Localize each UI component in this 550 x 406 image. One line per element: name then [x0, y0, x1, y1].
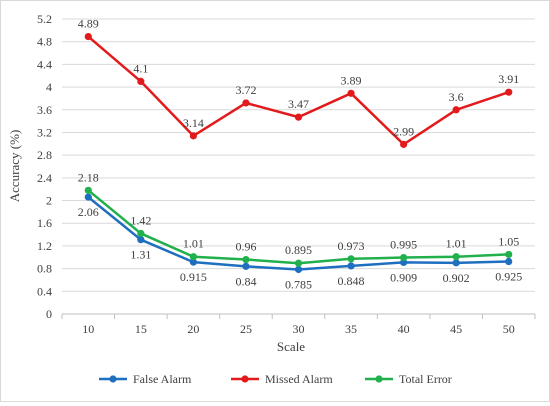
y-tick-label: 0	[46, 307, 52, 321]
x-tick-label: 50	[503, 322, 515, 336]
data-point	[505, 257, 513, 266]
data-point	[294, 259, 303, 267]
data-point	[189, 132, 197, 140]
data-point	[505, 88, 513, 96]
data-point	[242, 262, 250, 270]
series-line-1	[87, 35, 510, 146]
legend-label: Missed Alarm	[265, 372, 333, 386]
data-label: 0.915	[180, 270, 207, 284]
y-tick-label: 2.4	[37, 171, 52, 185]
x-tick-label: 15	[135, 322, 147, 336]
y-tick-label: 3.2	[37, 125, 52, 139]
axes: 0 0.4 0.8 1.2 1.6 2 2.4 2.8 3.2 3.6 4 4.4 4.8 5.2 10 15…	[37, 12, 536, 336]
data-point	[400, 140, 408, 148]
x-tick-label: 20	[187, 322, 199, 336]
data-point	[137, 229, 145, 238]
data-point	[347, 262, 355, 270]
data-label: 3.6	[449, 90, 464, 104]
data-label: 1.31	[130, 248, 151, 262]
data-label: 0.785	[285, 277, 312, 291]
legend-swatch-marker	[241, 375, 249, 383]
data-point	[84, 186, 92, 194]
y-tick-label: 4	[46, 80, 52, 94]
data-point	[137, 236, 145, 244]
data-label: 0.909	[390, 270, 417, 284]
data-label: 3.91	[498, 72, 519, 86]
data-point	[84, 32, 92, 41]
data-labels: 2.06 1.31 0.915 0.84 0.785 0.848 0.909 0.902 0.9…	[78, 17, 522, 292]
data-label: 4.1	[133, 61, 148, 75]
y-tick-label: 0.8	[37, 262, 52, 276]
data-point	[294, 113, 303, 121]
x-tick-label: 45	[450, 322, 462, 336]
data-point	[84, 193, 92, 201]
x-tick-label: 35	[345, 322, 357, 336]
data-point	[189, 258, 197, 266]
data-label: 1.01	[183, 237, 204, 251]
data-label: 3.89	[341, 73, 362, 87]
legend-label: Total Error	[399, 372, 452, 386]
data-label: 0.973	[338, 239, 365, 253]
x-tick-label: 10	[82, 322, 94, 336]
data-point	[137, 77, 145, 86]
x-tick-label: 25	[240, 322, 252, 336]
y-tick-label: 1.6	[37, 216, 52, 230]
data-label: 0.84	[235, 274, 256, 288]
data-point	[189, 253, 197, 261]
y-tick-label: 4.8	[37, 35, 52, 49]
data-label: 1.42	[130, 213, 151, 227]
data-label: 2.18	[78, 170, 99, 184]
gridlines	[62, 18, 535, 292]
data-point	[347, 89, 355, 97]
x-tick-label: 30	[293, 322, 305, 336]
data-label: 2.99	[393, 124, 414, 138]
y-tick-label: 0.4	[37, 284, 52, 298]
data-label: 0.96	[235, 240, 256, 254]
y-tick-label: 3.6	[37, 103, 52, 117]
data-label: 4.89	[78, 17, 99, 31]
data-point	[452, 106, 460, 114]
data-label: 1.05	[498, 234, 519, 248]
data-label: 3.72	[235, 83, 256, 97]
x-axis-title: Scale	[277, 339, 305, 354]
data-label: 0.848	[338, 274, 365, 288]
data-label: 1.01	[446, 237, 467, 251]
series-line-0	[87, 196, 509, 271]
series-lines	[84, 32, 513, 274]
y-tick-label: 2.8	[37, 148, 52, 162]
y-tick-label: 4.4	[37, 57, 52, 71]
data-label: 0.995	[390, 238, 417, 252]
x-tick-label: 40	[398, 322, 410, 336]
data-point	[242, 99, 250, 107]
legend-label: False Alarm	[133, 372, 192, 386]
data-label: 3.14	[183, 116, 204, 130]
data-point	[347, 255, 355, 263]
data-label: 0.895	[285, 243, 312, 257]
legend-swatch-marker	[375, 375, 383, 383]
data-point	[505, 250, 513, 259]
y-tick-label: 1.2	[37, 239, 52, 253]
legend-swatch-marker	[109, 375, 117, 383]
y-axis-title: Accuracy (%)	[7, 130, 22, 203]
legend: False Alarm Missed Alarm Total Error	[99, 372, 452, 386]
data-label: 2.06	[78, 205, 99, 219]
data-point	[452, 253, 460, 261]
data-point	[452, 259, 460, 267]
data-point	[242, 255, 250, 264]
data-label: 3.47	[288, 97, 309, 111]
data-label: 0.925	[495, 270, 522, 284]
y-tick-label: 2	[46, 194, 52, 208]
data-point	[400, 253, 408, 262]
y-tick-label: 5.2	[37, 12, 52, 26]
data-point	[294, 265, 303, 274]
data-label: 0.902	[443, 271, 470, 285]
